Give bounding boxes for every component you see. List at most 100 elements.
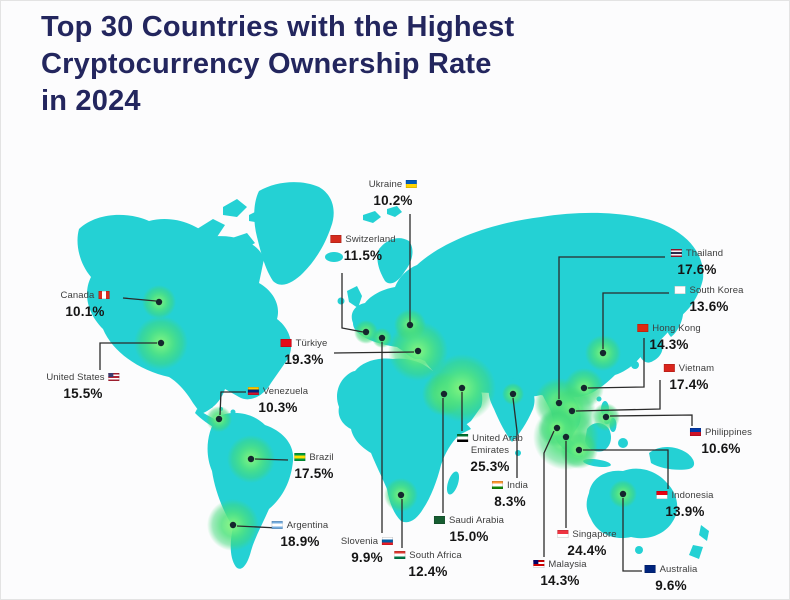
marker-dot-thailand bbox=[555, 399, 563, 407]
switzerland-flag-icon bbox=[330, 235, 342, 243]
country-label-south-africa: South Africa 12.4% bbox=[394, 550, 462, 580]
chart-title-line-3: in 2024 bbox=[41, 85, 141, 117]
thailand-flag-icon bbox=[670, 249, 682, 257]
marker-dot-venezuela bbox=[215, 415, 223, 423]
country-label-india: India 8.3% bbox=[491, 480, 528, 510]
country-label-slovenia: Slovenia 9.9% bbox=[341, 536, 394, 566]
country-label-singapore: Singapore 24.4% bbox=[557, 529, 617, 559]
marker-dot-india bbox=[509, 390, 517, 398]
country-label-thailand: Thailand 17.6% bbox=[670, 248, 723, 278]
country-name: India bbox=[491, 480, 528, 492]
country-name: United States bbox=[46, 372, 120, 384]
marker-dot-indonesia bbox=[575, 446, 583, 454]
marker-dot-malaysia bbox=[553, 424, 561, 432]
south-korea-flag-icon bbox=[674, 286, 686, 294]
marker-dot-slovenia bbox=[378, 334, 386, 342]
ownership-rate-value: 18.9% bbox=[280, 534, 320, 549]
country-label-united-arab-emirates: United Arab Emirates 25.3% bbox=[457, 433, 523, 475]
marker-dot-canada bbox=[155, 298, 163, 306]
connector-switzerland bbox=[341, 273, 364, 333]
country-label-saudi-arabia: Saudi Arabia 15.0% bbox=[433, 515, 504, 545]
country-label-malaysia: Malaysia 14.3% bbox=[533, 559, 587, 589]
connector-canada bbox=[122, 297, 157, 302]
connector-lines bbox=[99, 214, 693, 572]
chart-title-line-1: Top 30 Countries with the Highest bbox=[41, 11, 515, 43]
connector-thailand bbox=[558, 256, 665, 399]
connector-south-korea bbox=[602, 292, 669, 349]
country-label-brazil: Brazil 17.5% bbox=[294, 452, 334, 482]
country-name: Australia bbox=[644, 564, 698, 576]
india-flag-icon bbox=[491, 481, 503, 489]
connector-philippines bbox=[609, 414, 693, 426]
ownership-rate-value: 12.4% bbox=[408, 564, 448, 579]
greenland-landmass bbox=[254, 182, 334, 285]
country-name: South Korea bbox=[674, 285, 744, 297]
country-name: Argentina bbox=[271, 520, 329, 532]
marker-dot-united-states bbox=[157, 339, 165, 347]
marker-dot-singapore bbox=[562, 433, 570, 441]
country-name: Thailand bbox=[670, 248, 723, 260]
country-name: Slovenia bbox=[341, 536, 394, 548]
country-name: Switzerland bbox=[330, 234, 396, 246]
country-name: Malaysia bbox=[533, 559, 587, 571]
country-name: Brazil bbox=[294, 452, 334, 464]
marker-dot-saudi-arabia bbox=[440, 390, 448, 398]
ownership-rate-value: 17.5% bbox=[294, 466, 334, 481]
country-label-argentina: Argentina 18.9% bbox=[271, 520, 329, 550]
connector-venezuela bbox=[219, 391, 246, 416]
country-name: Canada bbox=[61, 290, 110, 302]
marker-dot-south-korea bbox=[599, 349, 607, 357]
country-name: United Arab bbox=[457, 433, 523, 445]
ownership-rate-value: 9.9% bbox=[351, 550, 383, 565]
ownership-rate-value: 11.5% bbox=[343, 248, 383, 263]
connector-india bbox=[512, 397, 518, 478]
south-africa-flag-icon bbox=[394, 551, 406, 559]
connector-australia bbox=[622, 498, 642, 572]
country-label-hong-kong: Hong Kong 14.3% bbox=[637, 323, 701, 353]
marker-dot-united-arab-emirates bbox=[458, 384, 466, 392]
country-label-venezuela: Venezuela 10.3% bbox=[247, 386, 308, 416]
country-name: South Africa bbox=[394, 550, 462, 562]
venezuela-flag-icon bbox=[247, 387, 259, 395]
indonesia-flag-icon bbox=[656, 491, 668, 499]
ownership-rate-value: 13.6% bbox=[689, 299, 729, 314]
united-states-flag-icon bbox=[108, 373, 120, 381]
country-name: Philippines bbox=[689, 427, 752, 439]
hong-kong-flag-icon bbox=[637, 324, 649, 332]
marker-dot-argentina bbox=[229, 521, 237, 529]
marker-dot-ukraine bbox=[406, 321, 414, 329]
country-name: Venezuela bbox=[247, 386, 308, 398]
country-label-switzerland: Switzerland 11.5% bbox=[330, 234, 396, 264]
country-name: Vietnam bbox=[663, 363, 714, 375]
brazil-flag-icon bbox=[294, 453, 306, 461]
ownership-rate-value: 14.3% bbox=[540, 573, 580, 588]
marker-dots bbox=[155, 298, 627, 529]
marker-dot-switzerland bbox=[362, 328, 370, 336]
australia-flag-icon bbox=[644, 565, 656, 573]
marker-dot-vietnam bbox=[568, 407, 576, 415]
vietnam-flag-icon bbox=[663, 364, 675, 372]
ownership-rate-value: 10.1% bbox=[65, 304, 105, 319]
ownership-rate-value: 17.6% bbox=[677, 262, 717, 277]
country-name: Türkiye bbox=[280, 338, 328, 350]
marker-dot-hong-kong bbox=[580, 384, 588, 392]
country-label-united-states: United States 15.5% bbox=[46, 372, 120, 402]
country-label-ukraine: Ukraine 10.2% bbox=[369, 179, 418, 209]
north-america-landmass bbox=[77, 214, 292, 414]
ownership-rate-value: 19.3% bbox=[284, 352, 324, 367]
ownership-rate-value: 8.3% bbox=[494, 494, 526, 509]
ownership-rate-value: 15.5% bbox=[63, 386, 103, 401]
slovenia-flag-icon bbox=[382, 537, 394, 545]
connector-united-states bbox=[99, 342, 157, 370]
ownership-rate-value: 13.9% bbox=[665, 504, 705, 519]
country-name: Ukraine bbox=[369, 179, 418, 191]
country-name: Emirates bbox=[470, 445, 510, 456]
connector-indonesia bbox=[583, 449, 669, 489]
ownership-rate-value: 10.2% bbox=[373, 193, 413, 208]
ownership-rate-value: 24.4% bbox=[567, 543, 607, 558]
canada-flag-icon bbox=[98, 291, 110, 299]
ukraine-flag-icon bbox=[406, 180, 418, 188]
malaysia-flag-icon-canton bbox=[533, 560, 539, 564]
